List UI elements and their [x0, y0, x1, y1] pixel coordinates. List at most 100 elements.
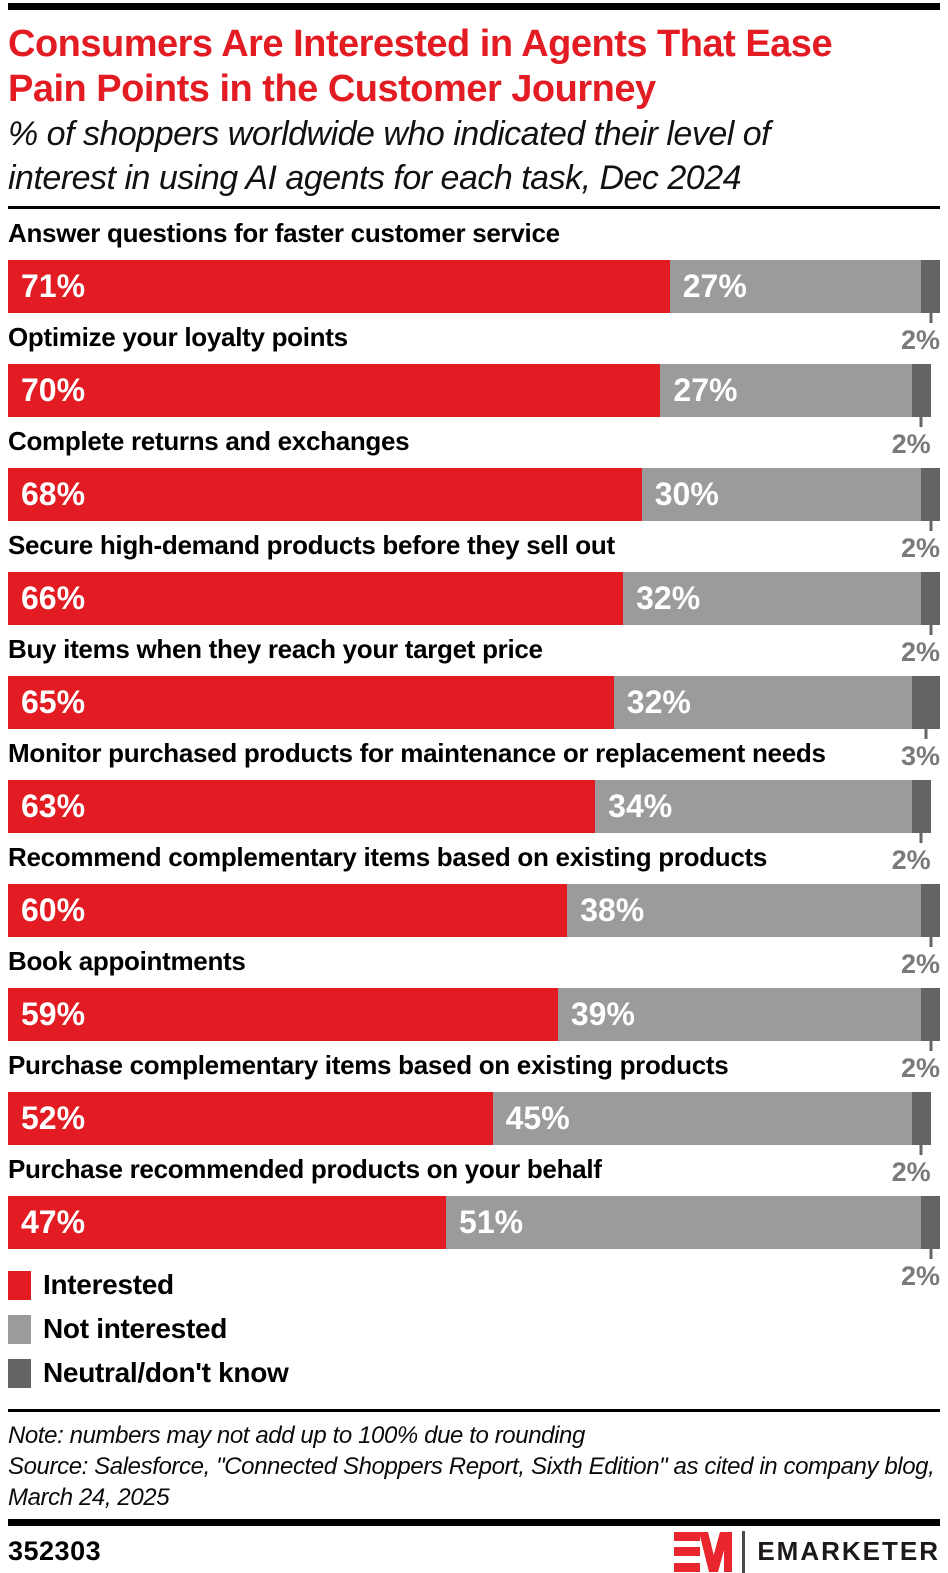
segment-value-label: 71%: [21, 268, 86, 304]
neutral-segment: [921, 260, 940, 313]
interested-segment: 47%: [8, 1196, 447, 1249]
source-line-2: March 24, 2025: [8, 1484, 170, 1511]
category-label: Complete returns and exchanges: [8, 426, 410, 456]
legend-label: Neutral/don't know: [43, 1357, 289, 1388]
segment-value-label: 30%: [654, 476, 719, 512]
neutral-segment: [921, 468, 940, 521]
interested-segment: 66%: [8, 572, 624, 625]
segment-value-label: 27%: [673, 372, 738, 408]
stacked-bar: 70% 27%: [8, 364, 940, 417]
neutral-tick: [929, 937, 933, 947]
neutral-tick: [919, 417, 923, 427]
neutral-value-label: 2%: [891, 845, 931, 875]
neutral-value-label: 2%: [900, 1261, 940, 1291]
chart-notes: Note: numbers may not add up to 100% due…: [8, 1420, 940, 1513]
segment-value-label: 38%: [580, 892, 645, 928]
category-label: Book appointments: [8, 946, 246, 976]
legend-item-interested: Interested: [8, 1263, 940, 1307]
stacked-bar: 68% 30%: [8, 468, 940, 521]
stacked-bar: 59% 39%: [8, 988, 940, 1041]
interested-segment: 52%: [8, 1092, 493, 1145]
note-rule: [8, 1409, 940, 1412]
logo-divider: [742, 1530, 746, 1573]
segment-value-label: 66%: [21, 580, 86, 616]
neutral-tick: [929, 625, 933, 635]
stacked-bar: 71% 27%: [8, 260, 940, 313]
stacked-bar: 47% 51%: [8, 1196, 940, 1249]
neutral-tick: [929, 521, 933, 531]
neutral-value-label: 2%: [891, 1157, 931, 1187]
chart-row: Purchase recommended products on your be…: [8, 1145, 940, 1291]
neutral-segment: [912, 364, 931, 417]
chart-row: Recommend complementary items based on e…: [8, 833, 940, 979]
chart-title-line-2: Pain Points in the Customer Journey: [8, 68, 656, 110]
chart-row: Monitor purchased products for maintenan…: [8, 729, 940, 875]
neutral-tick: [924, 729, 928, 739]
chart-row: Buy items when they reach your target pr…: [8, 625, 940, 771]
chart-row: Complete returns and exchanges 68% 30% 2%: [8, 417, 940, 563]
stacked-bar: 52% 45%: [8, 1092, 940, 1145]
chart-id: 352303: [8, 1536, 102, 1566]
segment-value-label: 52%: [21, 1100, 86, 1136]
category-label: Purchase complementary items based on ex…: [8, 1050, 729, 1080]
segment-value-label: 60%: [21, 892, 86, 928]
category-label: Recommend complementary items based on e…: [8, 842, 768, 872]
segment-value-label: 32%: [626, 684, 691, 720]
not-interested-swatch: [8, 1314, 31, 1344]
interested-segment: 70%: [8, 364, 661, 417]
category-label: Monitor purchased products for maintenan…: [8, 738, 826, 768]
chart-title: Consumers Are Interested in Agents That …: [8, 22, 940, 112]
neutral-value-label: 2%: [900, 1053, 940, 1083]
category-label: Buy items when they reach your target pr…: [8, 634, 543, 664]
segment-value-label: 32%: [636, 580, 701, 616]
chart-footer: 352303 EMARKETER: [8, 1530, 940, 1573]
segment-value-label: 70%: [21, 372, 86, 408]
neutral-tick: [919, 833, 923, 843]
legend-item-neutral: Neutral/don't know: [8, 1351, 940, 1395]
not-interested-segment: 30%: [641, 468, 922, 521]
category-label: Answer questions for faster customer ser…: [8, 218, 560, 248]
legend-label: Not interested: [43, 1313, 228, 1344]
not-interested-segment: 38%: [567, 884, 922, 937]
not-interested-segment: 27%: [669, 260, 922, 313]
segment-value-label: 27%: [682, 268, 747, 304]
not-interested-segment: 39%: [557, 988, 922, 1041]
chart-row: Answer questions for faster customer ser…: [8, 209, 940, 355]
not-interested-segment: 27%: [660, 364, 913, 417]
emarketer-logo: EMARKETER: [674, 1530, 940, 1573]
top-rule: [8, 3, 940, 10]
interested-segment: 65%: [8, 676, 614, 729]
stacked-bar: 63% 34%: [8, 780, 940, 833]
neutral-segment: [921, 1196, 940, 1249]
chart-subtitle: % of shoppers worldwide who indicated th…: [8, 112, 940, 200]
interested-segment: 59%: [8, 988, 558, 1041]
neutral-segment: [921, 988, 940, 1041]
neutral-tick: [929, 1041, 933, 1051]
source-line: Source: Salesforce, "Connected Shoppers …: [8, 1453, 935, 1480]
neutral-segment: [912, 780, 931, 833]
segment-value-label: 65%: [21, 684, 86, 720]
note-line: Note: numbers may not add up to 100% due…: [8, 1422, 585, 1449]
chart-row: Secure high-demand products before they …: [8, 521, 940, 667]
neutral-value-label: 3%: [900, 741, 940, 771]
interested-segment: 71%: [8, 260, 670, 313]
brand-wordmark: EMARKETER: [757, 1536, 940, 1566]
not-interested-segment: 51%: [446, 1196, 922, 1249]
neutral-tick: [929, 1249, 933, 1259]
neutral-value-label: 2%: [900, 533, 940, 563]
not-interested-segment: 32%: [623, 572, 922, 625]
chart-subtitle-line-1: % of shoppers worldwide who indicated th…: [8, 115, 771, 153]
stacked-bar: 60% 38%: [8, 884, 940, 937]
stacked-bar: 66% 32%: [8, 572, 940, 625]
neutral-value-label: 2%: [891, 429, 931, 459]
category-label: Optimize your loyalty points: [8, 322, 348, 352]
segment-value-label: 39%: [570, 996, 635, 1032]
interested-segment: 63%: [8, 780, 596, 833]
interested-swatch: [8, 1270, 31, 1300]
segment-value-label: 45%: [505, 1100, 570, 1136]
neutral-tick: [919, 1145, 923, 1155]
segment-value-label: 63%: [21, 788, 86, 824]
neutral-swatch: [8, 1358, 31, 1388]
not-interested-segment: 45%: [492, 1092, 913, 1145]
stacked-bar: 65% 32%: [8, 676, 940, 729]
